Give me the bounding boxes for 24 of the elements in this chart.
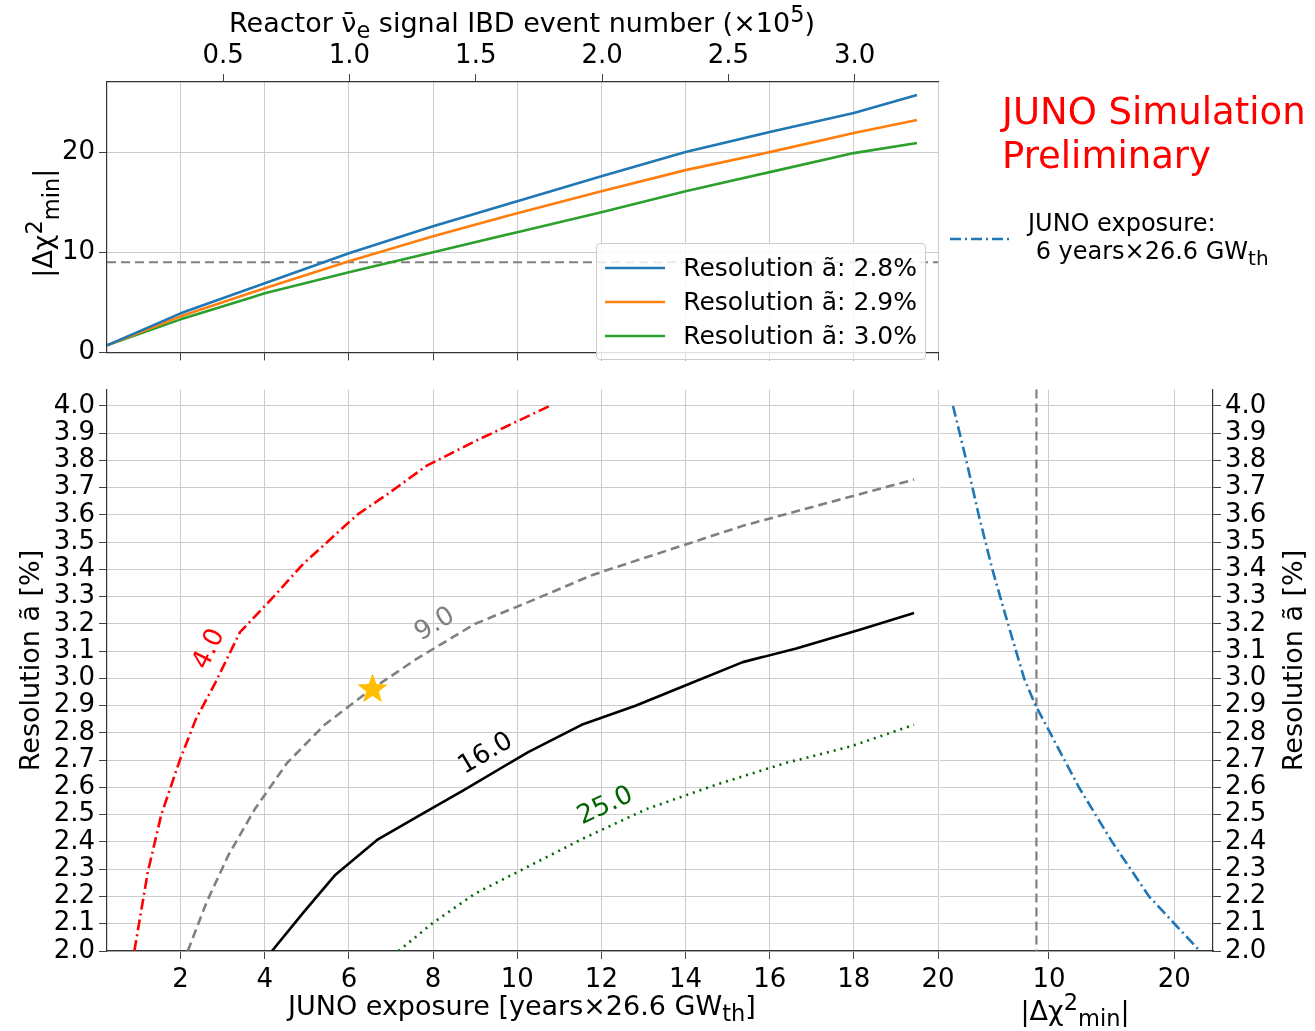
line-series — [133, 404, 551, 951]
x-tick-label: 2 — [172, 963, 189, 994]
line-series — [186, 478, 916, 951]
text: 4.0 — [184, 623, 230, 674]
text: 9.0 — [408, 599, 460, 647]
y-tick-label: 20 — [61, 134, 95, 165]
legend-label: Resolution ã: 3.0% — [683, 321, 917, 350]
x2-tick-label: 3.0 — [833, 39, 876, 70]
legend-label: JUNO exposure: 6 years×26.6 GW$_{th}$ — [1028, 209, 1269, 270]
y-axis-title: Resolution ã [%] — [1277, 549, 1309, 771]
text: 16.0 — [452, 724, 518, 780]
chart-title: JUNO Simulation Preliminary — [1002, 90, 1306, 178]
x-tick-label: 16 — [753, 963, 787, 994]
line-series — [397, 723, 916, 951]
x-tick-label: 20 — [1157, 963, 1191, 994]
x-tick-label: 18 — [837, 963, 871, 994]
text: 25.0 — [571, 778, 637, 830]
x-tick-label: 4 — [256, 963, 274, 994]
legend-label: Resolution ã: 2.8% — [683, 253, 917, 282]
y-axis-title: Resolution ã [%] — [14, 549, 46, 771]
y-tick-label: 10 — [61, 235, 95, 265]
y-tick-label: 0 — [78, 335, 95, 366]
legend-label: Resolution ã: 2.9% — [683, 287, 917, 316]
x-tick-label: 20 — [921, 963, 955, 994]
